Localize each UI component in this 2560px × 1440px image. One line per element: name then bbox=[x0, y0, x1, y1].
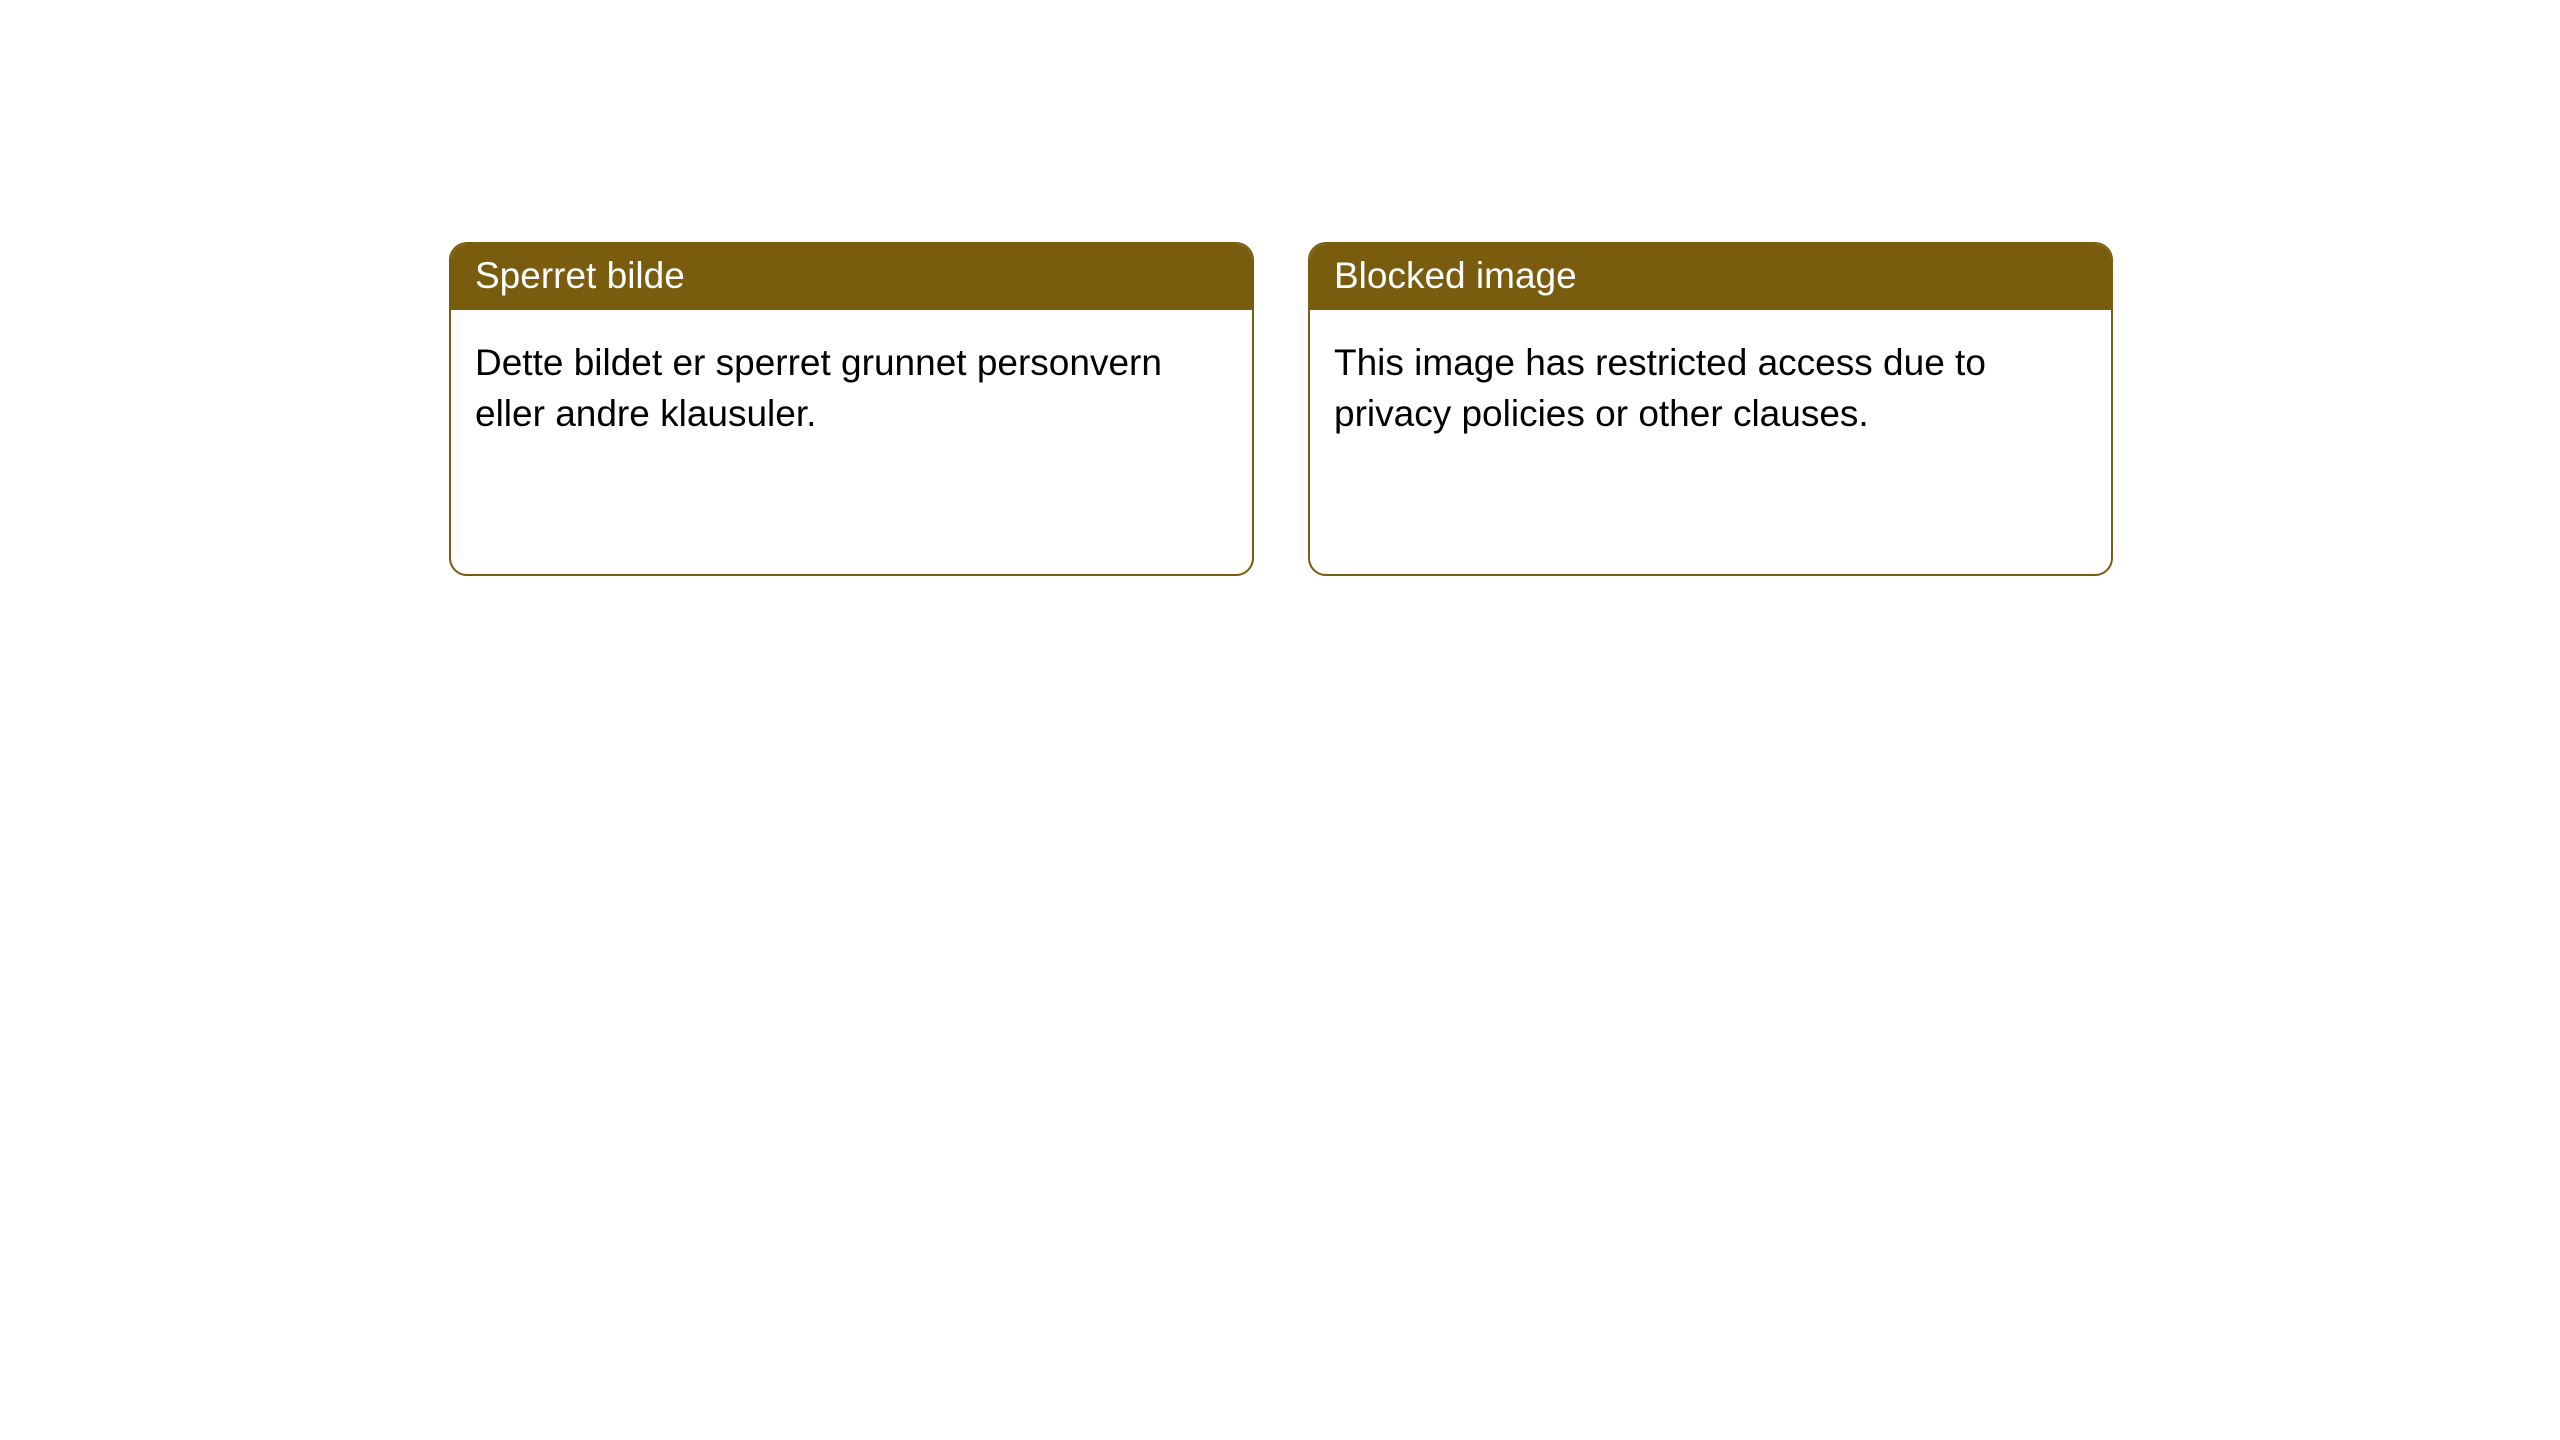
card-body-text: This image has restricted access due to … bbox=[1334, 342, 1986, 434]
card-body-text: Dette bildet er sperret grunnet personve… bbox=[475, 342, 1162, 434]
blocked-image-card-en: Blocked image This image has restricted … bbox=[1308, 242, 2113, 576]
card-title: Sperret bilde bbox=[475, 255, 685, 296]
notice-container: Sperret bilde Dette bildet er sperret gr… bbox=[0, 0, 2560, 576]
card-title: Blocked image bbox=[1334, 255, 1577, 296]
card-body: Dette bildet er sperret grunnet personve… bbox=[451, 310, 1252, 467]
card-header: Sperret bilde bbox=[451, 244, 1252, 310]
card-header: Blocked image bbox=[1310, 244, 2111, 310]
card-body: This image has restricted access due to … bbox=[1310, 310, 2111, 467]
blocked-image-card-no: Sperret bilde Dette bildet er sperret gr… bbox=[449, 242, 1254, 576]
